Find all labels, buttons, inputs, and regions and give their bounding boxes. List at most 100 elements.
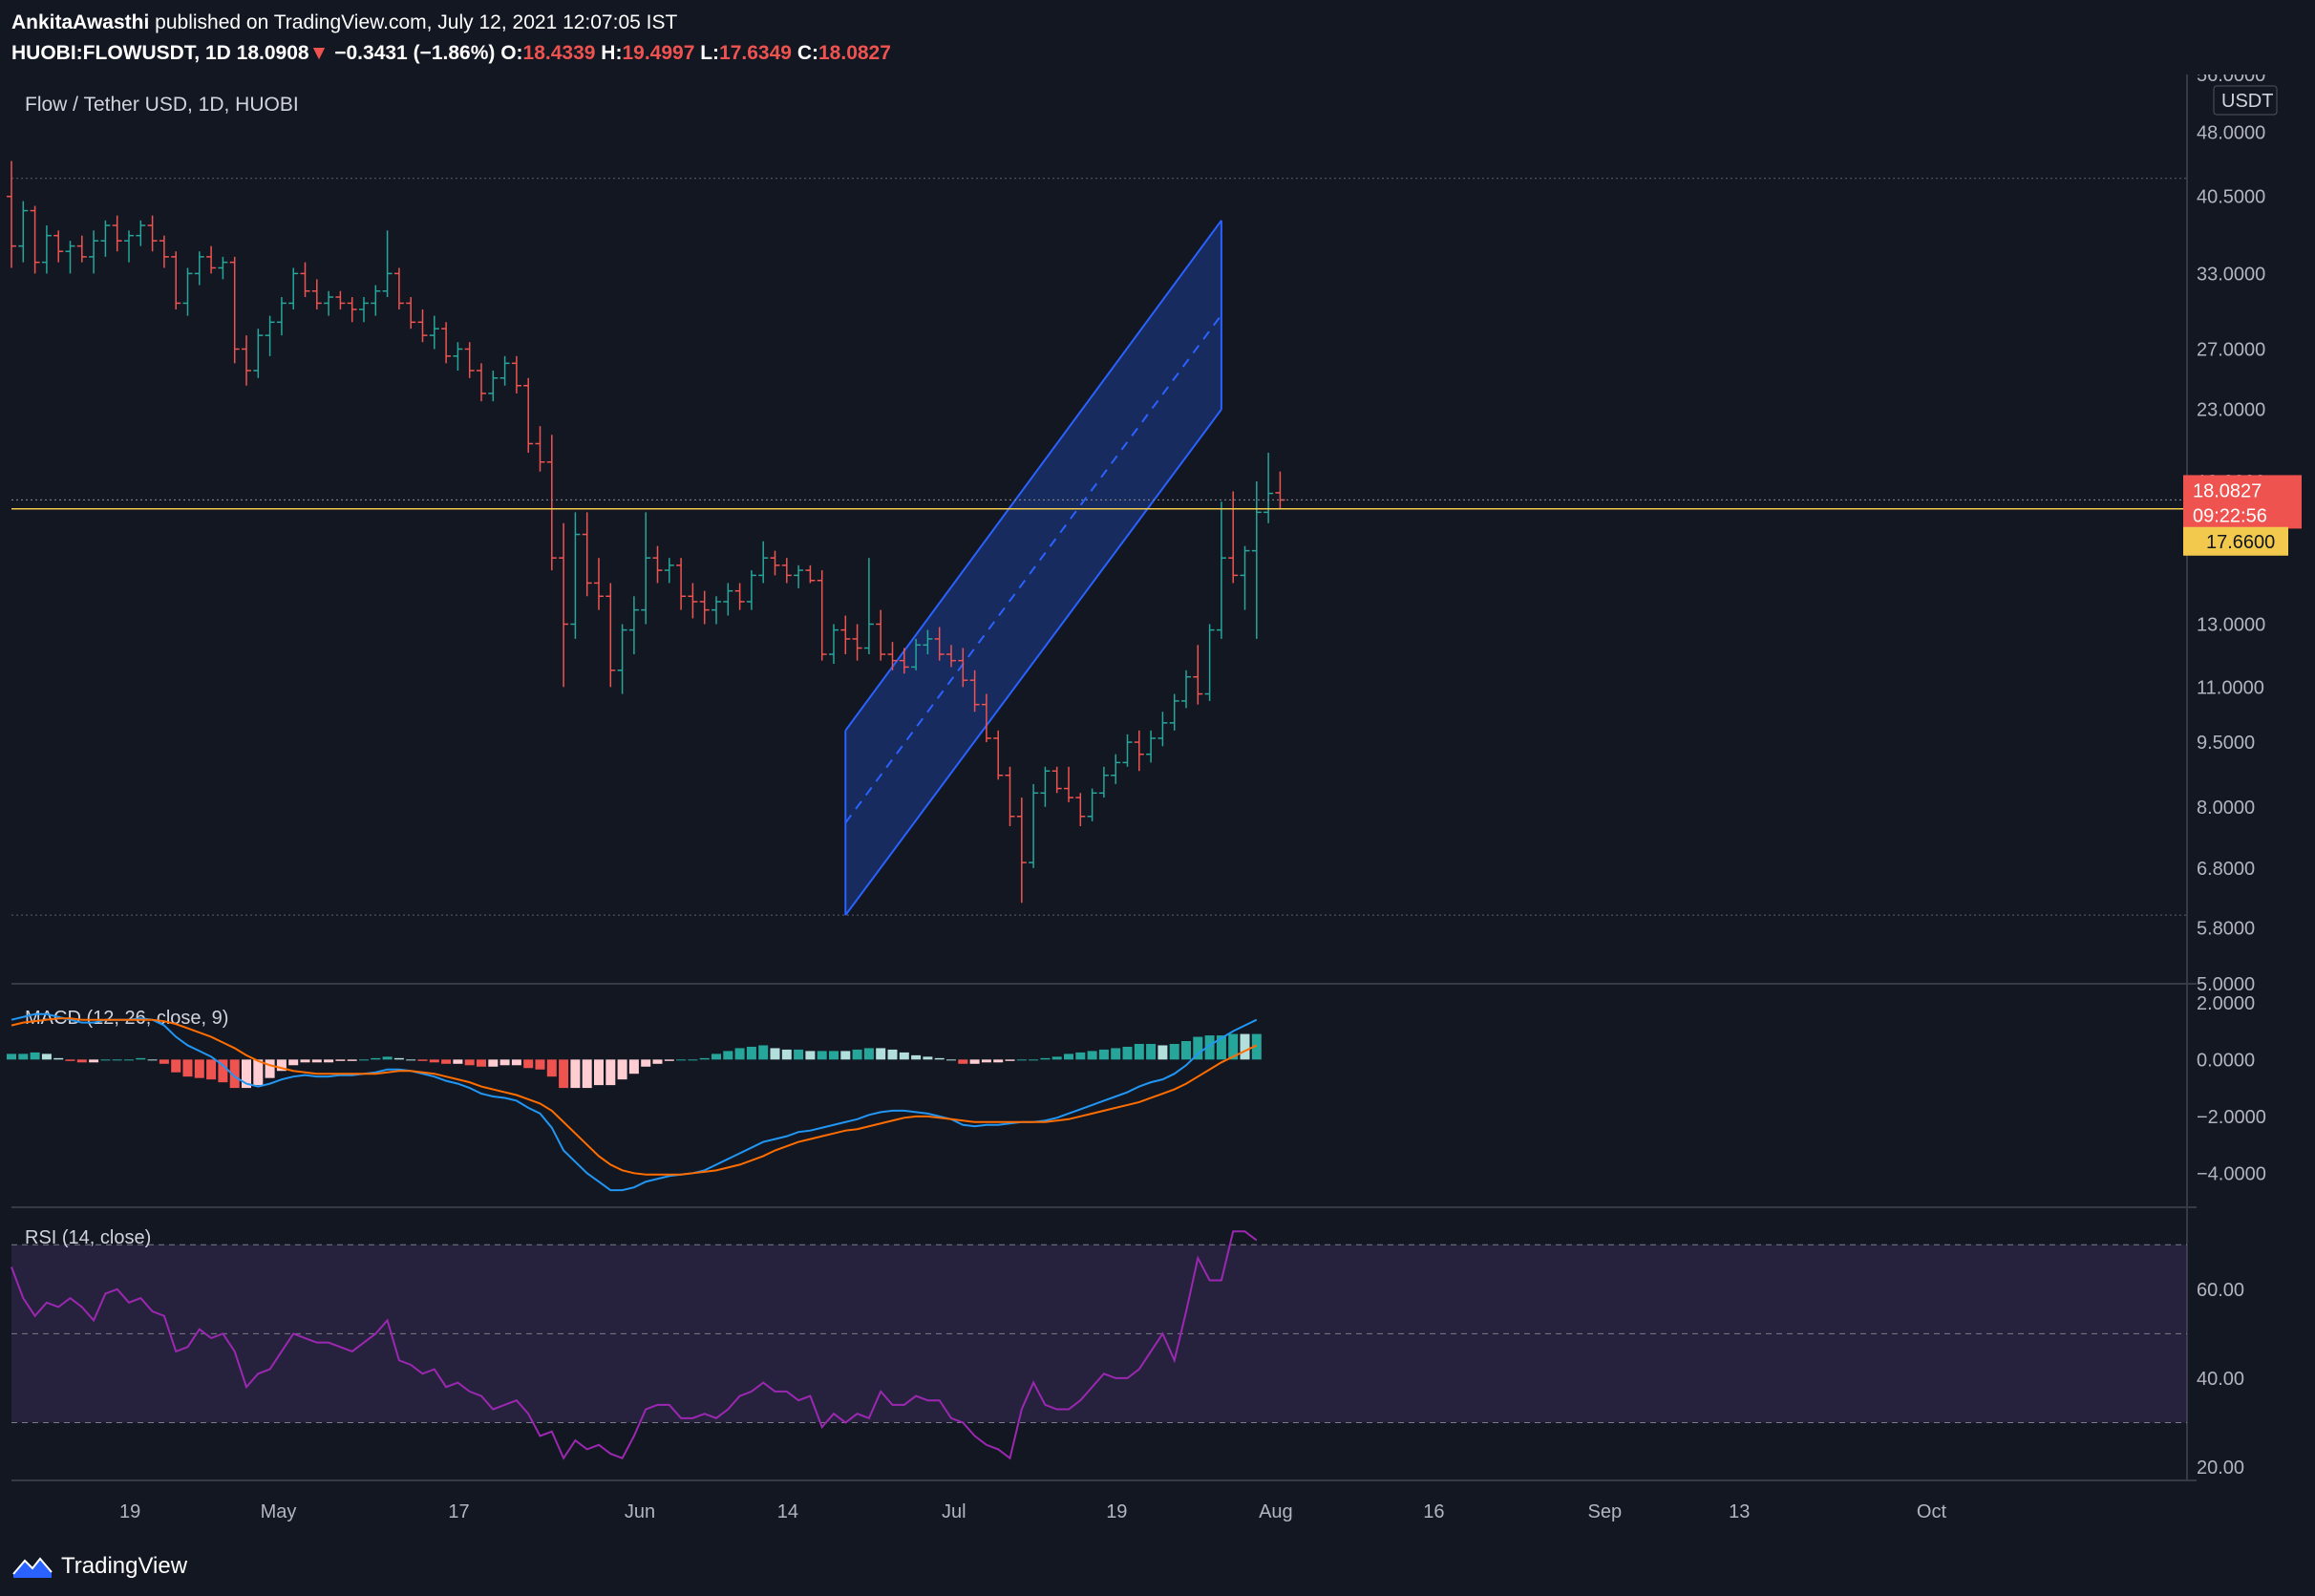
- chart-area[interactable]: 56.0000 48.0000 40.5000 33.0000 27.0000 23.00…: [0, 65, 2315, 1543]
- macd-histogram-bar: [1169, 1043, 1179, 1060]
- macd-histogram-bar: [934, 1057, 945, 1060]
- macd-histogram-bar: [335, 1059, 346, 1061]
- price-tick-label: 6.8000: [2197, 859, 2255, 880]
- macd-label: MACD (12, 26, close, 9): [25, 1008, 228, 1029]
- macd-histogram-bar: [699, 1057, 710, 1060]
- macd-histogram-bar: [1228, 1033, 1239, 1060]
- macd-histogram-bar: [253, 1059, 264, 1086]
- time-tick-label: Sep: [1588, 1501, 1623, 1522]
- time-tick-label: Oct: [1917, 1501, 1947, 1522]
- time-tick-label: 16: [1423, 1501, 1444, 1522]
- macd-histogram-bar: [1087, 1051, 1097, 1060]
- macd-histogram-bar: [723, 1051, 733, 1060]
- macd-histogram-bar: [899, 1052, 909, 1060]
- price-value: 18.0908: [236, 42, 309, 64]
- macd-histogram-bar: [711, 1053, 721, 1060]
- macd-histogram-bar: [89, 1059, 99, 1063]
- macd-histogram-bar: [746, 1046, 756, 1060]
- macd-histogram-bar: [958, 1059, 968, 1064]
- macd-histogram-bar: [1016, 1059, 1027, 1061]
- chart-svg[interactable]: 56.0000 48.0000 40.5000 33.0000 27.0000 23.00…: [0, 65, 2315, 1538]
- macd-histogram-bar: [1111, 1048, 1121, 1060]
- macd-histogram-bar: [1134, 1043, 1144, 1060]
- macd-histogram-bar: [371, 1057, 381, 1060]
- macd-histogram-bar: [829, 1051, 839, 1060]
- macd-histogram-bar: [359, 1059, 369, 1061]
- low-value: 17.6349: [719, 42, 792, 64]
- macd-histogram-bar: [887, 1049, 898, 1060]
- tradingview-logo-icon: [12, 1557, 53, 1578]
- author-name[interactable]: AnkitaAwasthi: [11, 11, 150, 33]
- macd-histogram-bar: [1098, 1049, 1109, 1060]
- macd-histogram-bar: [182, 1059, 193, 1077]
- macd-histogram-bar: [382, 1056, 393, 1060]
- macd-histogram-bar: [1204, 1035, 1215, 1060]
- macd-tick-label: −4.0000: [2197, 1163, 2266, 1184]
- macd-histogram-bar: [112, 1059, 122, 1061]
- macd-histogram-bar: [641, 1059, 651, 1067]
- macd-histogram-bar: [229, 1059, 240, 1089]
- macd-histogram-bar: [76, 1059, 87, 1063]
- symbol-line: HUOBI:FLOWUSDT, 1D 18.0908▼ −0.3431 (−1.…: [11, 38, 2304, 69]
- rsi-label: RSI (14, close): [25, 1227, 151, 1248]
- price-tick-label: 9.5000: [2197, 733, 2255, 754]
- macd-histogram-bar: [276, 1059, 287, 1072]
- macd-histogram-bar: [30, 1052, 40, 1060]
- rsi-tick-label: 60.00: [2197, 1280, 2244, 1301]
- macd-histogram-bar: [1146, 1043, 1157, 1060]
- last-price-badge: [2183, 475, 2302, 529]
- macd-histogram-bar: [1029, 1059, 1039, 1061]
- bar-countdown-label: 09:22:56: [2193, 505, 2267, 526]
- macd-tick-label: −2.0000: [2197, 1107, 2266, 1128]
- macd-tick-label: 2.0000: [2197, 993, 2255, 1014]
- tradingview-brand[interactable]: TradingView: [61, 1553, 188, 1579]
- macd-histogram-bar: [206, 1059, 217, 1080]
- price-tick-label: 56.0000: [2197, 74, 2265, 86]
- macd-histogram-bar: [464, 1059, 475, 1066]
- macd-histogram-bar: [1040, 1057, 1051, 1060]
- macd-histogram-bar: [758, 1045, 769, 1060]
- macd-histogram-bar: [171, 1059, 181, 1073]
- macd-histogram-bar: [911, 1054, 922, 1060]
- macd-histogram-bar: [218, 1059, 228, 1083]
- chart-title: Flow / Tether USD, 1D, HUOBI: [25, 94, 299, 116]
- close-label: C:: [796, 42, 818, 64]
- macd-histogram-bar: [311, 1059, 322, 1063]
- macd-tick-label: 0.0000: [2197, 1050, 2255, 1071]
- macd-histogram-bar: [652, 1059, 663, 1064]
- price-tick-label: 33.0000: [2197, 264, 2265, 285]
- horizontal-line-badge: [2183, 526, 2288, 556]
- macd-histogram-bar: [499, 1059, 510, 1066]
- macd-histogram-bar: [1240, 1033, 1250, 1060]
- macd-histogram-bar: [417, 1059, 428, 1061]
- macd-histogram-bar: [981, 1059, 991, 1063]
- macd-histogram-bar: [993, 1059, 1004, 1063]
- publish-info: published on TradingView.com, July 12, 2…: [155, 11, 678, 33]
- macd-line: [11, 1012, 1258, 1192]
- macd-histogram-bar: [65, 1059, 75, 1061]
- macd-histogram-bar: [863, 1048, 874, 1060]
- time-tick-label: Jun: [625, 1501, 655, 1522]
- macd-histogram-bar: [676, 1059, 687, 1061]
- time-tick-label: May: [261, 1501, 297, 1522]
- macd-histogram-bar: [1005, 1059, 1015, 1061]
- price-change: −0.3431 (−1.86%): [334, 42, 496, 64]
- publish-line: AnkitaAwasthi published on TradingView.c…: [11, 8, 2304, 38]
- macd-histogram-bar: [53, 1057, 64, 1060]
- macd-histogram-bar: [1122, 1046, 1133, 1060]
- macd-histogram-bar: [406, 1059, 416, 1061]
- macd-histogram-bar: [18, 1053, 29, 1060]
- open-label: O:: [500, 42, 523, 64]
- time-tick-label: 19: [119, 1501, 140, 1522]
- price-tick-label: 48.0000: [2197, 123, 2265, 144]
- close-value: 18.0827: [818, 42, 891, 64]
- macd-histogram-bar: [594, 1059, 604, 1086]
- chart-background: [0, 74, 2315, 1538]
- macd-histogram-bar: [147, 1059, 158, 1061]
- macd-histogram-bar: [511, 1059, 521, 1066]
- macd-histogram-bar: [393, 1057, 404, 1060]
- price-tick-label: 40.5000: [2197, 187, 2265, 208]
- macd-histogram-bar: [605, 1059, 616, 1086]
- time-tick-label: 19: [1106, 1501, 1127, 1522]
- time-tick-label: 14: [777, 1501, 798, 1522]
